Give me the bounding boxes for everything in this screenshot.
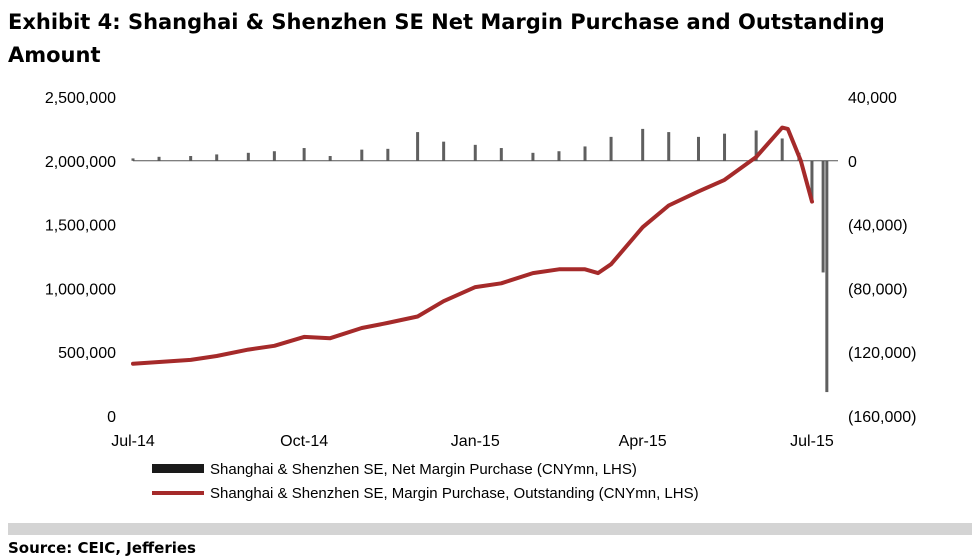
x-tick-label: Apr-15 [619,433,667,450]
x-tick-label: Oct-14 [280,433,328,450]
left-tick-label: 0 [107,409,116,426]
x-tick-label: Jul-14 [111,433,155,450]
bar-mark [131,158,135,161]
bar-mark [499,148,503,161]
bar-mark [821,160,825,273]
right-tick-label: (160,000) [848,409,917,426]
right-tick-label: (80,000) [848,281,908,298]
bar-mark [825,160,829,393]
left-axis-ticks: 2,500,000 2,000,000 1,500,000 1,000,000 500,… [45,90,116,426]
bar-series [131,128,829,393]
left-tick-label: 2,500,000 [45,90,116,107]
right-axis-ticks: 40,000 0 (40,000) (80,000) (120,000) (160,000… [848,90,917,426]
page-title: Exhibit 4: Shanghai & Shenzhen SE Net Ma… [8,10,885,67]
source-note: Source: CEIC, Jefferies [8,539,196,557]
line-series [131,125,814,366]
bar-mark [810,160,814,201]
bar-mark [360,149,364,161]
bar-mark [641,128,645,161]
bar-mark [302,148,306,161]
bar-mark [189,156,193,161]
bar-mark [583,146,587,161]
bar-mark [557,151,561,161]
bar-mark [215,154,219,161]
legend: Shanghai & Shenzhen SE, Net Margin Purch… [152,461,699,502]
bar-mark [780,138,784,161]
bar-mark [473,144,477,161]
bar-mark [723,133,727,161]
left-tick-label: 1,500,000 [45,218,116,235]
bar-mark [696,136,700,161]
bar-mark [246,152,250,161]
footer-divider [8,523,972,535]
bar-mark [754,130,758,161]
right-tick-label: (120,000) [848,345,917,362]
right-tick-label: (40,000) [848,218,908,235]
right-tick-label: 40,000 [848,90,897,107]
left-tick-label: 1,000,000 [45,281,116,298]
right-tick-label: 0 [848,154,857,171]
bar-mark [416,132,420,161]
x-tick-label: Jan-15 [451,433,500,450]
legend-swatch-bar [152,464,204,473]
bar-mark [157,156,161,161]
left-tick-label: 2,000,000 [45,154,116,171]
bar-mark [531,152,535,161]
bar-mark [609,136,613,161]
bar-mark [328,156,332,161]
bar-mark [442,141,446,161]
bar-mark [272,151,276,161]
bar-mark [386,148,390,161]
legend-label: Shanghai & Shenzhen SE, Margin Purchase,… [210,485,699,502]
left-tick-label: 500,000 [58,345,116,362]
x-tick-label: Jul-15 [790,433,834,450]
x-axis-ticks: Jul-14 Oct-14 Jan-15 Apr-15 Jul-15 [111,433,834,450]
bar-mark [667,132,671,161]
legend-label: Shanghai & Shenzhen SE, Net Margin Purch… [210,461,637,478]
